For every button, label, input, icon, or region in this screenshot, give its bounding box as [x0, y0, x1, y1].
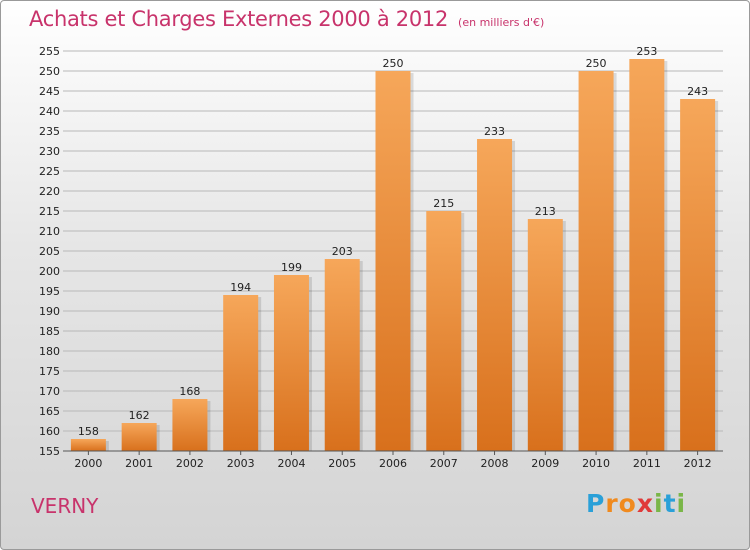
- y-tick-label: 170: [39, 385, 60, 398]
- y-tick-label: 215: [39, 205, 60, 218]
- value-label: 203: [332, 245, 353, 258]
- chart-title-text: Achats et Charges Externes 2000 à 2012: [29, 7, 449, 31]
- y-tick-label: 160: [39, 425, 60, 438]
- y-tick-label: 165: [39, 405, 60, 418]
- logo-letter: x: [636, 489, 654, 518]
- y-tick-label: 245: [39, 85, 60, 98]
- bar: [172, 399, 208, 451]
- value-label: 215: [433, 197, 454, 210]
- value-label: 194: [230, 281, 251, 294]
- bar: [527, 219, 563, 451]
- value-label: 253: [636, 45, 657, 58]
- y-tick-label: 175: [39, 365, 60, 378]
- x-tick-label: 2000: [74, 457, 102, 470]
- proxiti-logo: Proxiti: [586, 489, 686, 518]
- x-tick-label: 2007: [430, 457, 458, 470]
- x-tick-label: 2008: [481, 457, 509, 470]
- bar: [223, 295, 259, 451]
- bar: [578, 71, 614, 451]
- x-tick-label: 2004: [277, 457, 305, 470]
- bar: [121, 423, 157, 451]
- y-tick-label: 195: [39, 285, 60, 298]
- bars: [70, 59, 719, 451]
- bar: [273, 275, 309, 451]
- value-label: 250: [586, 57, 607, 70]
- y-tick-label: 230: [39, 145, 60, 158]
- y-tick-label: 155: [39, 445, 60, 458]
- logo-letter: i: [654, 489, 664, 518]
- x-tick-label: 2010: [582, 457, 610, 470]
- y-tick-label: 225: [39, 165, 60, 178]
- bar: [426, 211, 462, 451]
- value-label: 250: [383, 57, 404, 70]
- y-tick-label: 235: [39, 125, 60, 138]
- x-tick-label: 2002: [176, 457, 204, 470]
- logo-letter: t: [663, 489, 677, 518]
- x-axis-ticks: 2000 2001 2002 2003 2004 2005 2006 2007 2008 2009…: [74, 451, 712, 470]
- bar: [324, 259, 360, 451]
- chart-unit: (en milliers d'€): [458, 16, 545, 29]
- x-tick-label: 2012: [684, 457, 712, 470]
- y-tick-label: 190: [39, 305, 60, 318]
- y-tick-label: 250: [39, 65, 60, 78]
- value-label: 243: [687, 85, 708, 98]
- logo-letter: i: [676, 489, 687, 518]
- y-axis-ticks: 155 160 165 170 175 180 185 190 195 200 205 210 215 2…: [39, 45, 60, 458]
- y-tick-label: 185: [39, 325, 60, 338]
- y-tick-label: 205: [39, 245, 60, 258]
- bar: [477, 139, 513, 451]
- x-tick-label: 2009: [531, 457, 559, 470]
- logo-letter: r: [605, 489, 619, 518]
- x-tick-label: 2006: [379, 457, 407, 470]
- logo-letter: o: [618, 489, 637, 518]
- x-tick-label: 2005: [328, 457, 356, 470]
- y-tick-label: 220: [39, 185, 60, 198]
- value-label: 158: [78, 425, 99, 438]
- y-tick-label: 180: [39, 345, 60, 358]
- value-label: 199: [281, 261, 302, 274]
- x-tick-label: 2003: [227, 457, 255, 470]
- y-tick-label: 240: [39, 105, 60, 118]
- chart-title: Achats et Charges Externes 2000 à 2012 (e…: [29, 7, 544, 31]
- value-label: 233: [484, 125, 505, 138]
- logo-letter: P: [586, 489, 606, 518]
- bar: [70, 439, 106, 451]
- value-label: 168: [179, 385, 200, 398]
- commune-name: VERNY: [31, 494, 99, 518]
- x-tick-label: 2001: [125, 457, 153, 470]
- value-label: 213: [535, 205, 556, 218]
- y-tick-label: 210: [39, 225, 60, 238]
- bar: [375, 71, 411, 451]
- y-tick-label: 255: [39, 45, 60, 58]
- value-label: 162: [129, 409, 150, 422]
- y-tick-label: 200: [39, 265, 60, 278]
- x-tick-label: 2011: [633, 457, 661, 470]
- bar: [680, 99, 716, 451]
- value-labels: 158 162 168 194 199 203 250 215 233 213 250 253 243: [78, 45, 708, 438]
- bar: [629, 59, 665, 451]
